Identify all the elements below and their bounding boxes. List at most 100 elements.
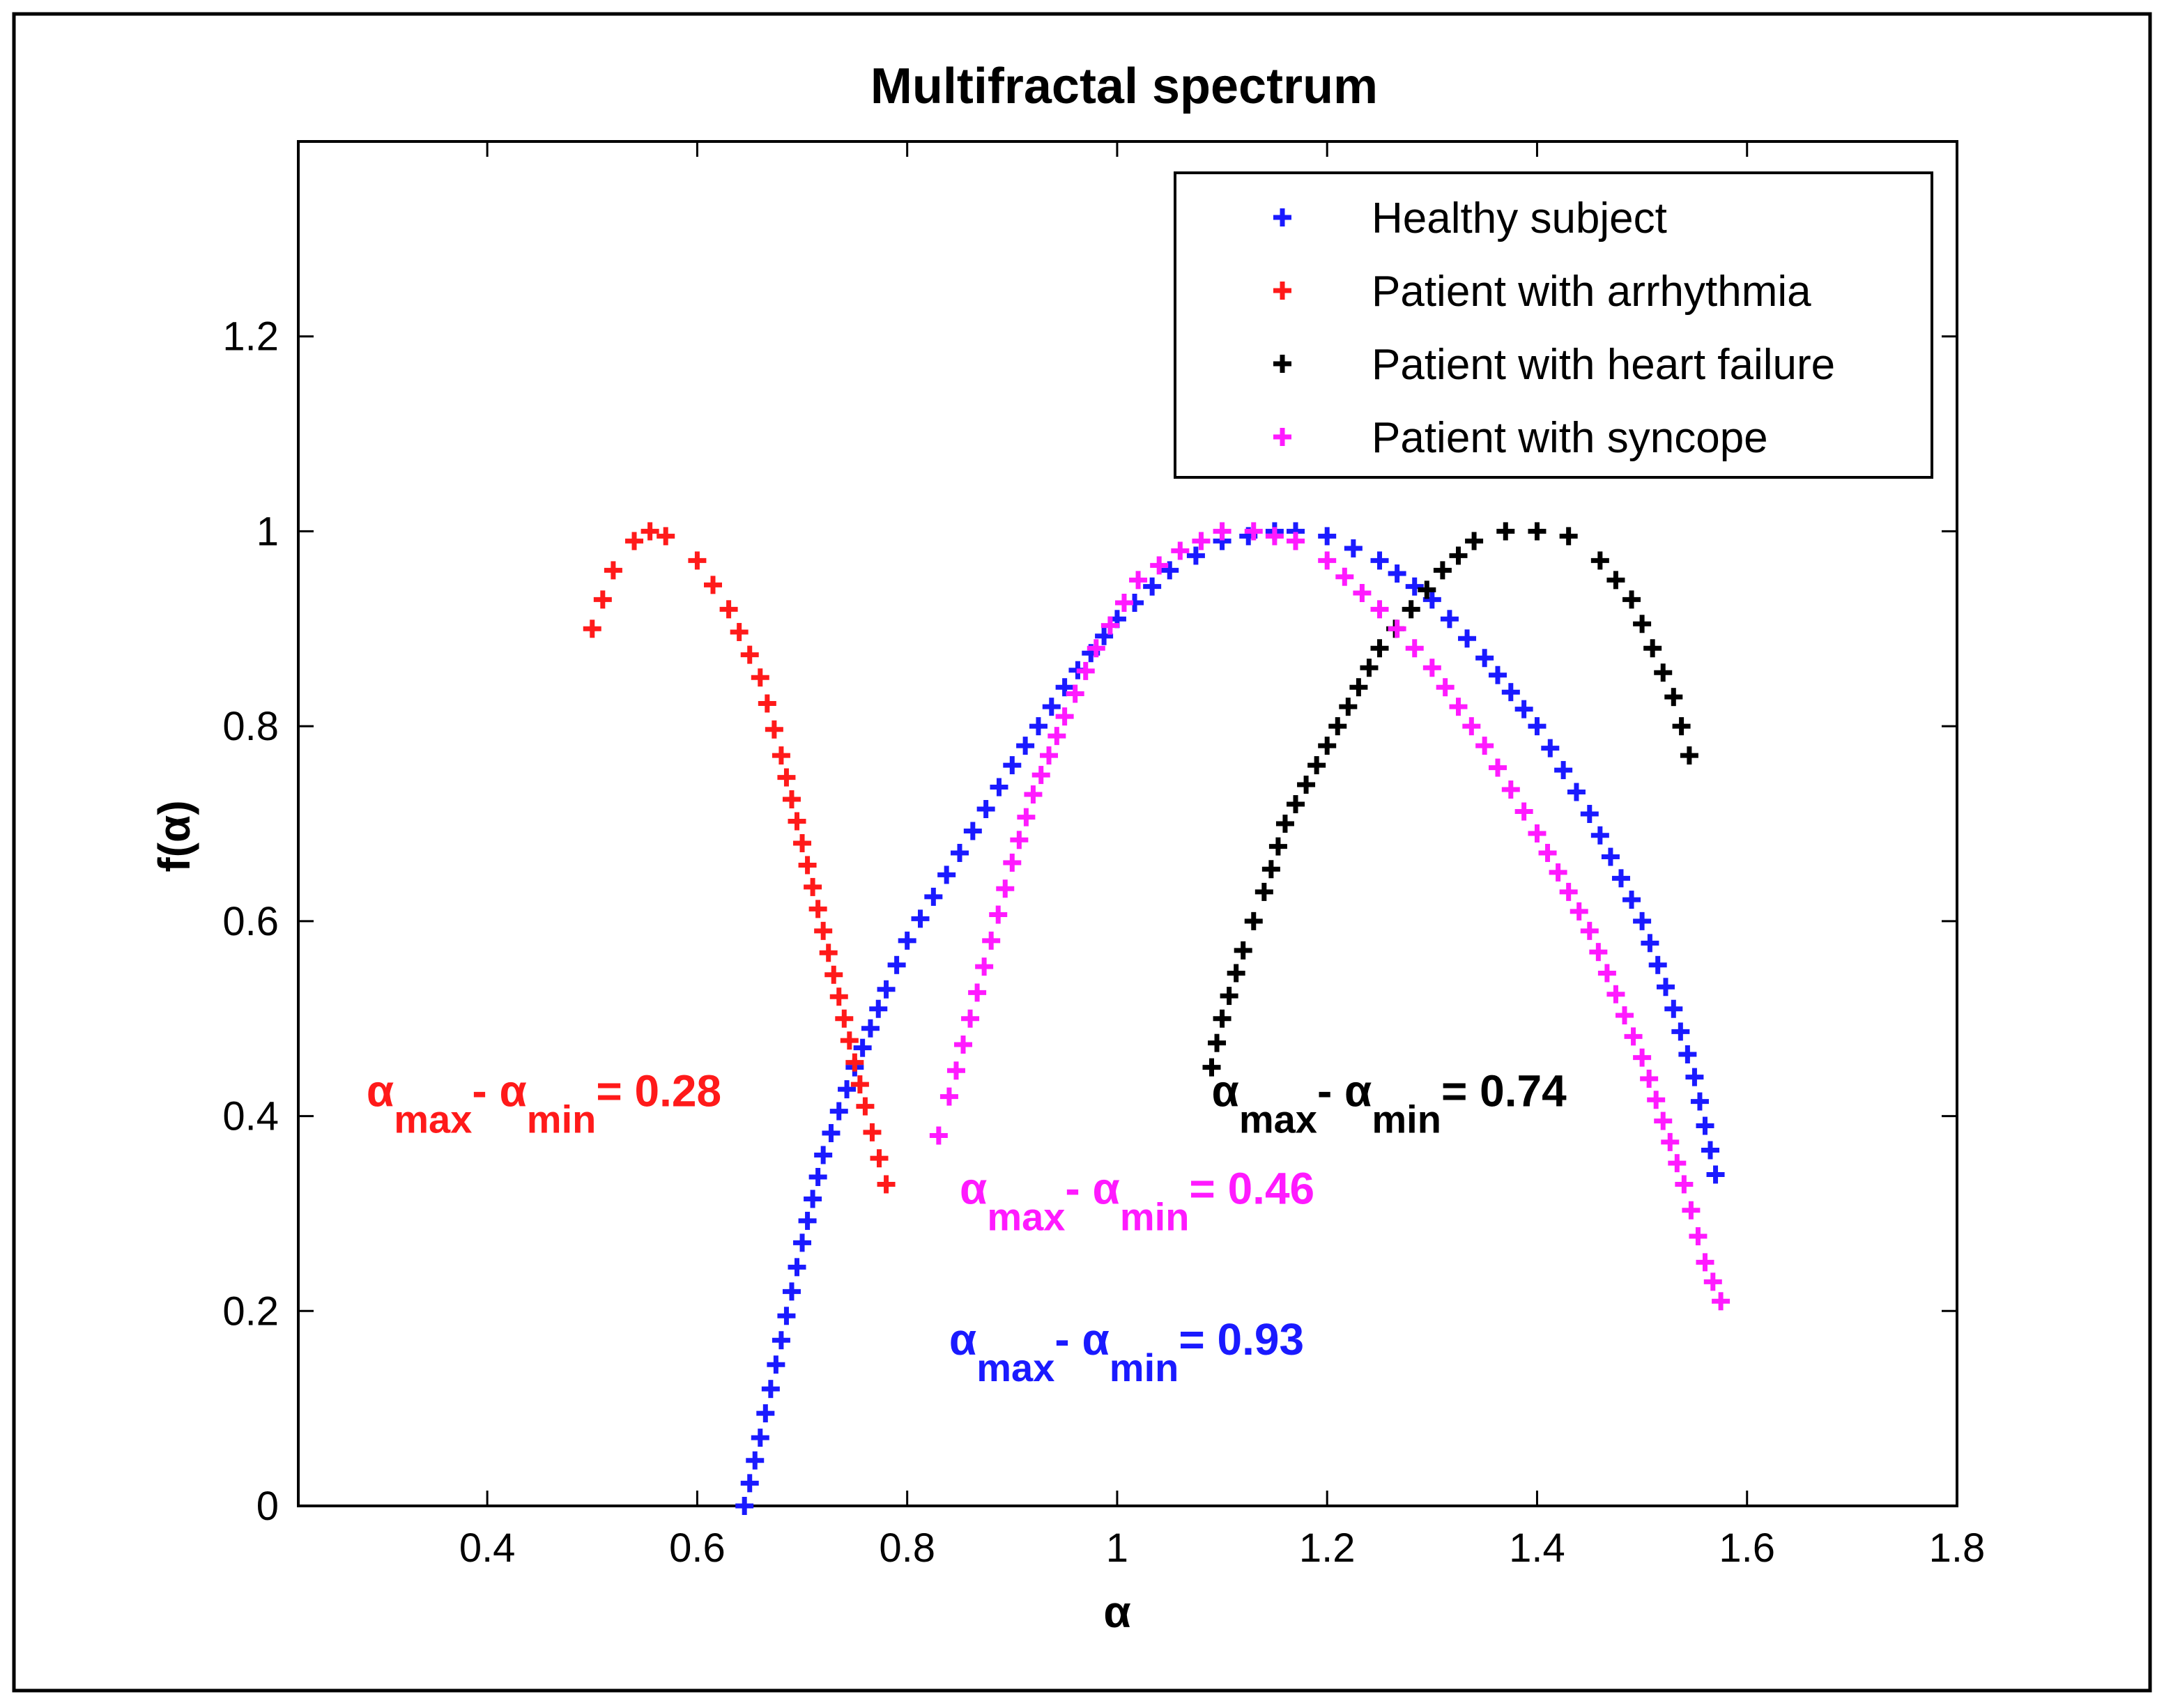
data-point <box>1641 934 1659 953</box>
y-tick-label: 0.2 <box>222 1288 279 1334</box>
data-point <box>1370 639 1389 658</box>
data-point <box>1353 584 1372 603</box>
data-point <box>963 822 982 840</box>
data-point <box>751 668 769 687</box>
data-point <box>1422 659 1441 677</box>
legend-box <box>1174 171 1933 479</box>
data-point <box>1042 698 1061 716</box>
y-tick-label: 1.2 <box>222 314 279 360</box>
data-point <box>850 1075 869 1094</box>
annotation-range: αmax- αmin= 0.74 <box>1212 1066 1567 1141</box>
data-point <box>1696 1253 1714 1272</box>
data-point <box>1318 551 1337 570</box>
data-point <box>583 620 601 638</box>
annotation-range: αmax- αmin= 0.46 <box>960 1163 1314 1238</box>
x-tick-label: 1.4 <box>1509 1525 1565 1571</box>
data-point <box>1010 831 1029 849</box>
data-point <box>1405 577 1424 596</box>
data-point <box>1234 941 1252 960</box>
data-point <box>819 944 838 962</box>
data-point <box>1344 539 1363 557</box>
data-point <box>845 1053 864 1072</box>
data-point <box>1287 532 1305 551</box>
data-point <box>1440 610 1459 629</box>
data-point <box>1622 590 1641 609</box>
data-point <box>1690 1092 1709 1111</box>
data-point <box>1488 758 1507 777</box>
data-point <box>1672 717 1691 736</box>
data-point <box>761 1380 780 1399</box>
data-point <box>1003 756 1022 775</box>
data-point <box>1675 1175 1694 1194</box>
data-point <box>798 1211 817 1230</box>
annotation-range: αmax- αmin= 0.28 <box>367 1066 721 1141</box>
data-point <box>877 980 896 999</box>
data-point <box>1244 911 1263 930</box>
legend-marker <box>1273 428 1291 446</box>
data-point <box>1528 717 1547 736</box>
data-point <box>798 856 817 875</box>
data-point <box>1528 522 1547 541</box>
data-point <box>782 790 801 809</box>
data-point <box>976 800 995 819</box>
data-point <box>1192 532 1211 551</box>
data-point <box>929 1126 948 1145</box>
data-point <box>1668 1154 1687 1173</box>
data-point <box>961 1009 980 1028</box>
x-tick-label: 1.8 <box>1929 1525 1986 1571</box>
data-point <box>1265 527 1284 546</box>
data-point <box>1261 860 1280 879</box>
data-point <box>1402 600 1420 619</box>
data-point <box>1597 964 1616 983</box>
data-point <box>782 1282 801 1301</box>
data-point <box>1580 921 1599 940</box>
legend: Healthy subject Patient with arrhythmia Pa… <box>1174 171 1933 479</box>
data-point <box>824 965 843 984</box>
data-point <box>1496 522 1515 541</box>
plot-area <box>297 140 1958 1507</box>
data-point <box>1601 847 1620 866</box>
data-point <box>1040 746 1059 765</box>
data-point <box>1029 717 1048 736</box>
data-point <box>1661 1132 1680 1151</box>
data-point <box>1606 571 1625 590</box>
annotation-layer: αmax- αmin= 0.28 αmax- αmin= 0.74 αmax- αm… <box>367 1066 1567 1390</box>
data-point <box>856 1097 875 1116</box>
data-point <box>1580 805 1599 824</box>
data-point <box>1712 1292 1731 1311</box>
data-point <box>1220 987 1238 1006</box>
data-point <box>767 1355 785 1374</box>
data-point <box>719 600 738 619</box>
data-point <box>625 532 644 551</box>
data-point <box>835 1009 854 1028</box>
legend-label: Patient with heart failure <box>1372 341 1835 389</box>
data-point <box>954 1036 973 1054</box>
data-point <box>1590 826 1609 845</box>
data-point <box>1227 964 1245 983</box>
x-tick-label: 0.6 <box>669 1525 726 1571</box>
data-point <box>1418 580 1436 599</box>
data-point <box>1318 737 1337 755</box>
data-point <box>1458 629 1477 648</box>
y-tick-label: 0.8 <box>222 704 279 749</box>
data-point <box>1501 780 1520 799</box>
annotation-range: αmax- αmin= 0.93 <box>949 1314 1304 1390</box>
data-point <box>814 921 833 940</box>
data-point <box>788 812 806 831</box>
series-patient-with-arrhythmia <box>583 522 896 1194</box>
data-point <box>937 865 956 884</box>
data-point <box>1622 891 1641 909</box>
legend-marker <box>1273 208 1291 226</box>
series-patient-with-syncope <box>929 522 1731 1311</box>
data-point <box>1671 1022 1690 1041</box>
data-point <box>1275 815 1294 833</box>
series-patient-with-heart-failure <box>1202 522 1698 1077</box>
data-point <box>975 957 994 976</box>
y-tick-label: 0.4 <box>222 1094 279 1139</box>
data-point <box>1003 853 1022 872</box>
x-tick-label: 0.8 <box>879 1525 935 1571</box>
data-point <box>1559 882 1578 901</box>
data-point <box>1689 1227 1708 1246</box>
